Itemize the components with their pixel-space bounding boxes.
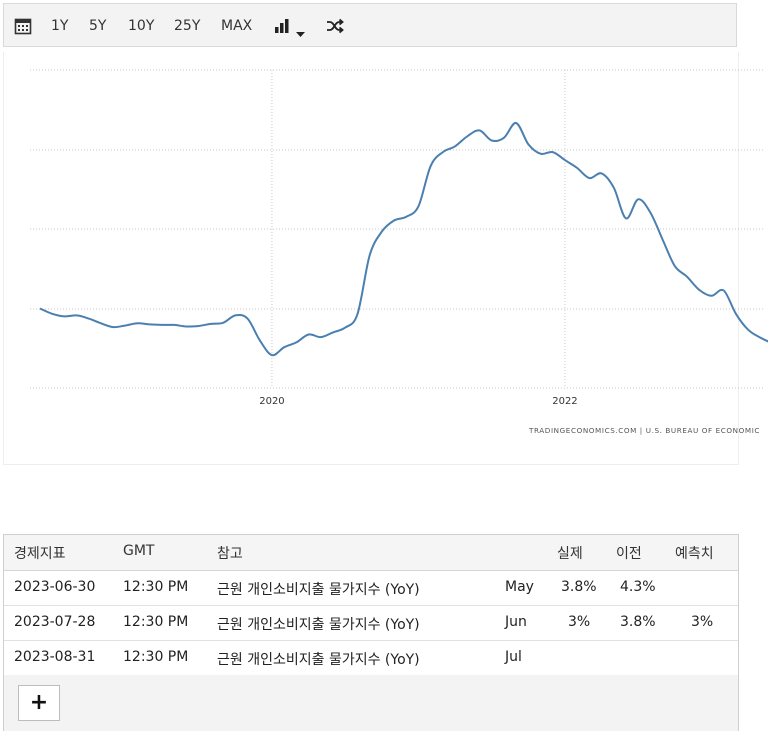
range-5y-button[interactable]: 5Y bbox=[89, 18, 107, 34]
row-date: 2023-08-31 bbox=[14, 649, 96, 665]
row-previous: 3.8% bbox=[620, 614, 656, 630]
row-period: Jul bbox=[505, 649, 522, 665]
header-gmt: GMT bbox=[123, 543, 155, 559]
header-reference: 참고 bbox=[217, 546, 243, 562]
calendar-table: 경제지표 GMT 참고 실제 이전 예측치 2023-06-30 12:30 P… bbox=[3, 534, 739, 731]
table-row[interactable]: 2023-08-31 12:30 PM 근원 개인소비지출 물가지수 (YoY)… bbox=[4, 640, 738, 676]
table-row[interactable]: 2023-07-28 12:30 PM 근원 개인소비지출 물가지수 (YoY)… bbox=[4, 605, 738, 641]
row-forecast: 3% bbox=[691, 614, 714, 630]
x-tick-label: 2020 bbox=[259, 396, 284, 407]
table-header: 경제지표 GMT 참고 실제 이전 예측치 bbox=[4, 535, 738, 571]
header-actual: 실제 bbox=[557, 546, 583, 562]
chart-container bbox=[3, 52, 739, 465]
row-date: 2023-06-30 bbox=[14, 579, 96, 595]
row-indicator-link[interactable]: 근원 개인소비지출 물가지수 (YoY) bbox=[217, 617, 420, 633]
row-date: 2023-07-28 bbox=[14, 614, 96, 630]
x-tick-label: 2022 bbox=[552, 396, 577, 407]
chart-toolbar: 1Y 5Y 10Y 25Y MAX bbox=[3, 3, 737, 47]
table-row[interactable]: 2023-06-30 12:30 PM 근원 개인소비지출 물가지수 (YoY)… bbox=[4, 570, 738, 606]
header-indicator: 경제지표 bbox=[14, 546, 66, 562]
bar-chart-icon[interactable] bbox=[274, 18, 290, 38]
row-time: 12:30 PM bbox=[123, 649, 189, 665]
calendar-icon[interactable] bbox=[14, 17, 32, 39]
row-time: 12:30 PM bbox=[123, 614, 189, 630]
row-actual: 3.8% bbox=[561, 579, 597, 595]
table-footer: + bbox=[4, 675, 738, 731]
row-previous: 4.3% bbox=[620, 579, 656, 595]
row-period: May bbox=[505, 579, 534, 595]
row-time: 12:30 PM bbox=[123, 579, 189, 595]
range-1y-button[interactable]: 1Y bbox=[51, 18, 69, 34]
row-indicator-link[interactable]: 근원 개인소비지출 물가지수 (YoY) bbox=[217, 652, 420, 668]
chart-source: TRADINGECONOMICS.COM | U.S. BUREAU OF EC… bbox=[529, 426, 761, 435]
range-max-button[interactable]: MAX bbox=[221, 18, 253, 34]
shuffle-icon[interactable] bbox=[326, 17, 344, 39]
header-forecast: 예측치 bbox=[675, 546, 714, 562]
series-line bbox=[39, 122, 768, 357]
row-period: Jun bbox=[505, 614, 527, 630]
add-button[interactable]: + bbox=[18, 685, 60, 721]
row-actual: 3% bbox=[568, 614, 591, 630]
range-25y-button[interactable]: 25Y bbox=[174, 18, 201, 34]
caret-down-icon[interactable] bbox=[296, 23, 305, 42]
row-indicator-link[interactable]: 근원 개인소비지출 물가지수 (YoY) bbox=[217, 582, 420, 598]
header-previous: 이전 bbox=[616, 546, 642, 562]
range-10y-button[interactable]: 10Y bbox=[128, 18, 155, 34]
line-chart: 2020 2022 bbox=[30, 69, 768, 407]
